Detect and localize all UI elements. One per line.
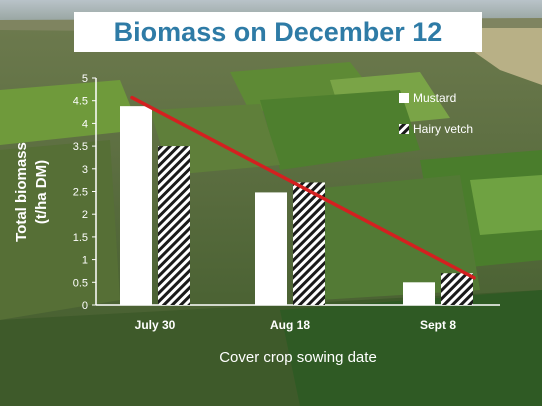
mustard-bar <box>120 106 152 305</box>
legend-label-hairy-vetch: Hairy vetch <box>413 122 473 136</box>
y-tick-label: 1.5 <box>73 232 88 244</box>
hairy-vetch-bar <box>158 146 190 305</box>
mustard-bar <box>255 192 287 305</box>
x-axis-label: Cover crop sowing date <box>219 349 377 366</box>
mustard-bar <box>403 282 435 305</box>
y-tick-label: 2.5 <box>73 187 88 199</box>
y-tick-label: 4 <box>82 118 88 130</box>
y-tick-label: 4.5 <box>73 96 88 108</box>
hairy-vetch-bar <box>441 273 473 305</box>
hairy-vetch-bar <box>293 182 325 305</box>
chart-title: Biomass on December 12 <box>113 16 443 47</box>
trend-line <box>130 95 476 280</box>
x-tick-label: July 30 <box>135 318 176 332</box>
y-axis-label-line2: (t/ha DM) <box>33 160 50 224</box>
y-tick-label: 0.5 <box>73 277 88 289</box>
x-tick-label: Sept 8 <box>420 318 456 332</box>
y-tick-label: 0 <box>82 300 88 312</box>
y-tick-label: 5 <box>82 73 88 85</box>
y-tick-label: 2 <box>82 209 88 221</box>
y-tick-label: 3 <box>82 164 88 176</box>
legend-swatch-mustard <box>399 93 409 103</box>
legend-swatch-hairy-vetch <box>399 124 409 134</box>
y-tick-label: 3.5 <box>73 141 88 153</box>
y-tick-label: 1 <box>82 255 88 267</box>
x-tick-label: Aug 18 <box>270 318 310 332</box>
title-banner: Biomass on December 12 <box>74 12 482 52</box>
legend-label-mustard: Mustard <box>413 91 456 105</box>
y-axis-label-line1: Total biomass <box>13 142 30 242</box>
